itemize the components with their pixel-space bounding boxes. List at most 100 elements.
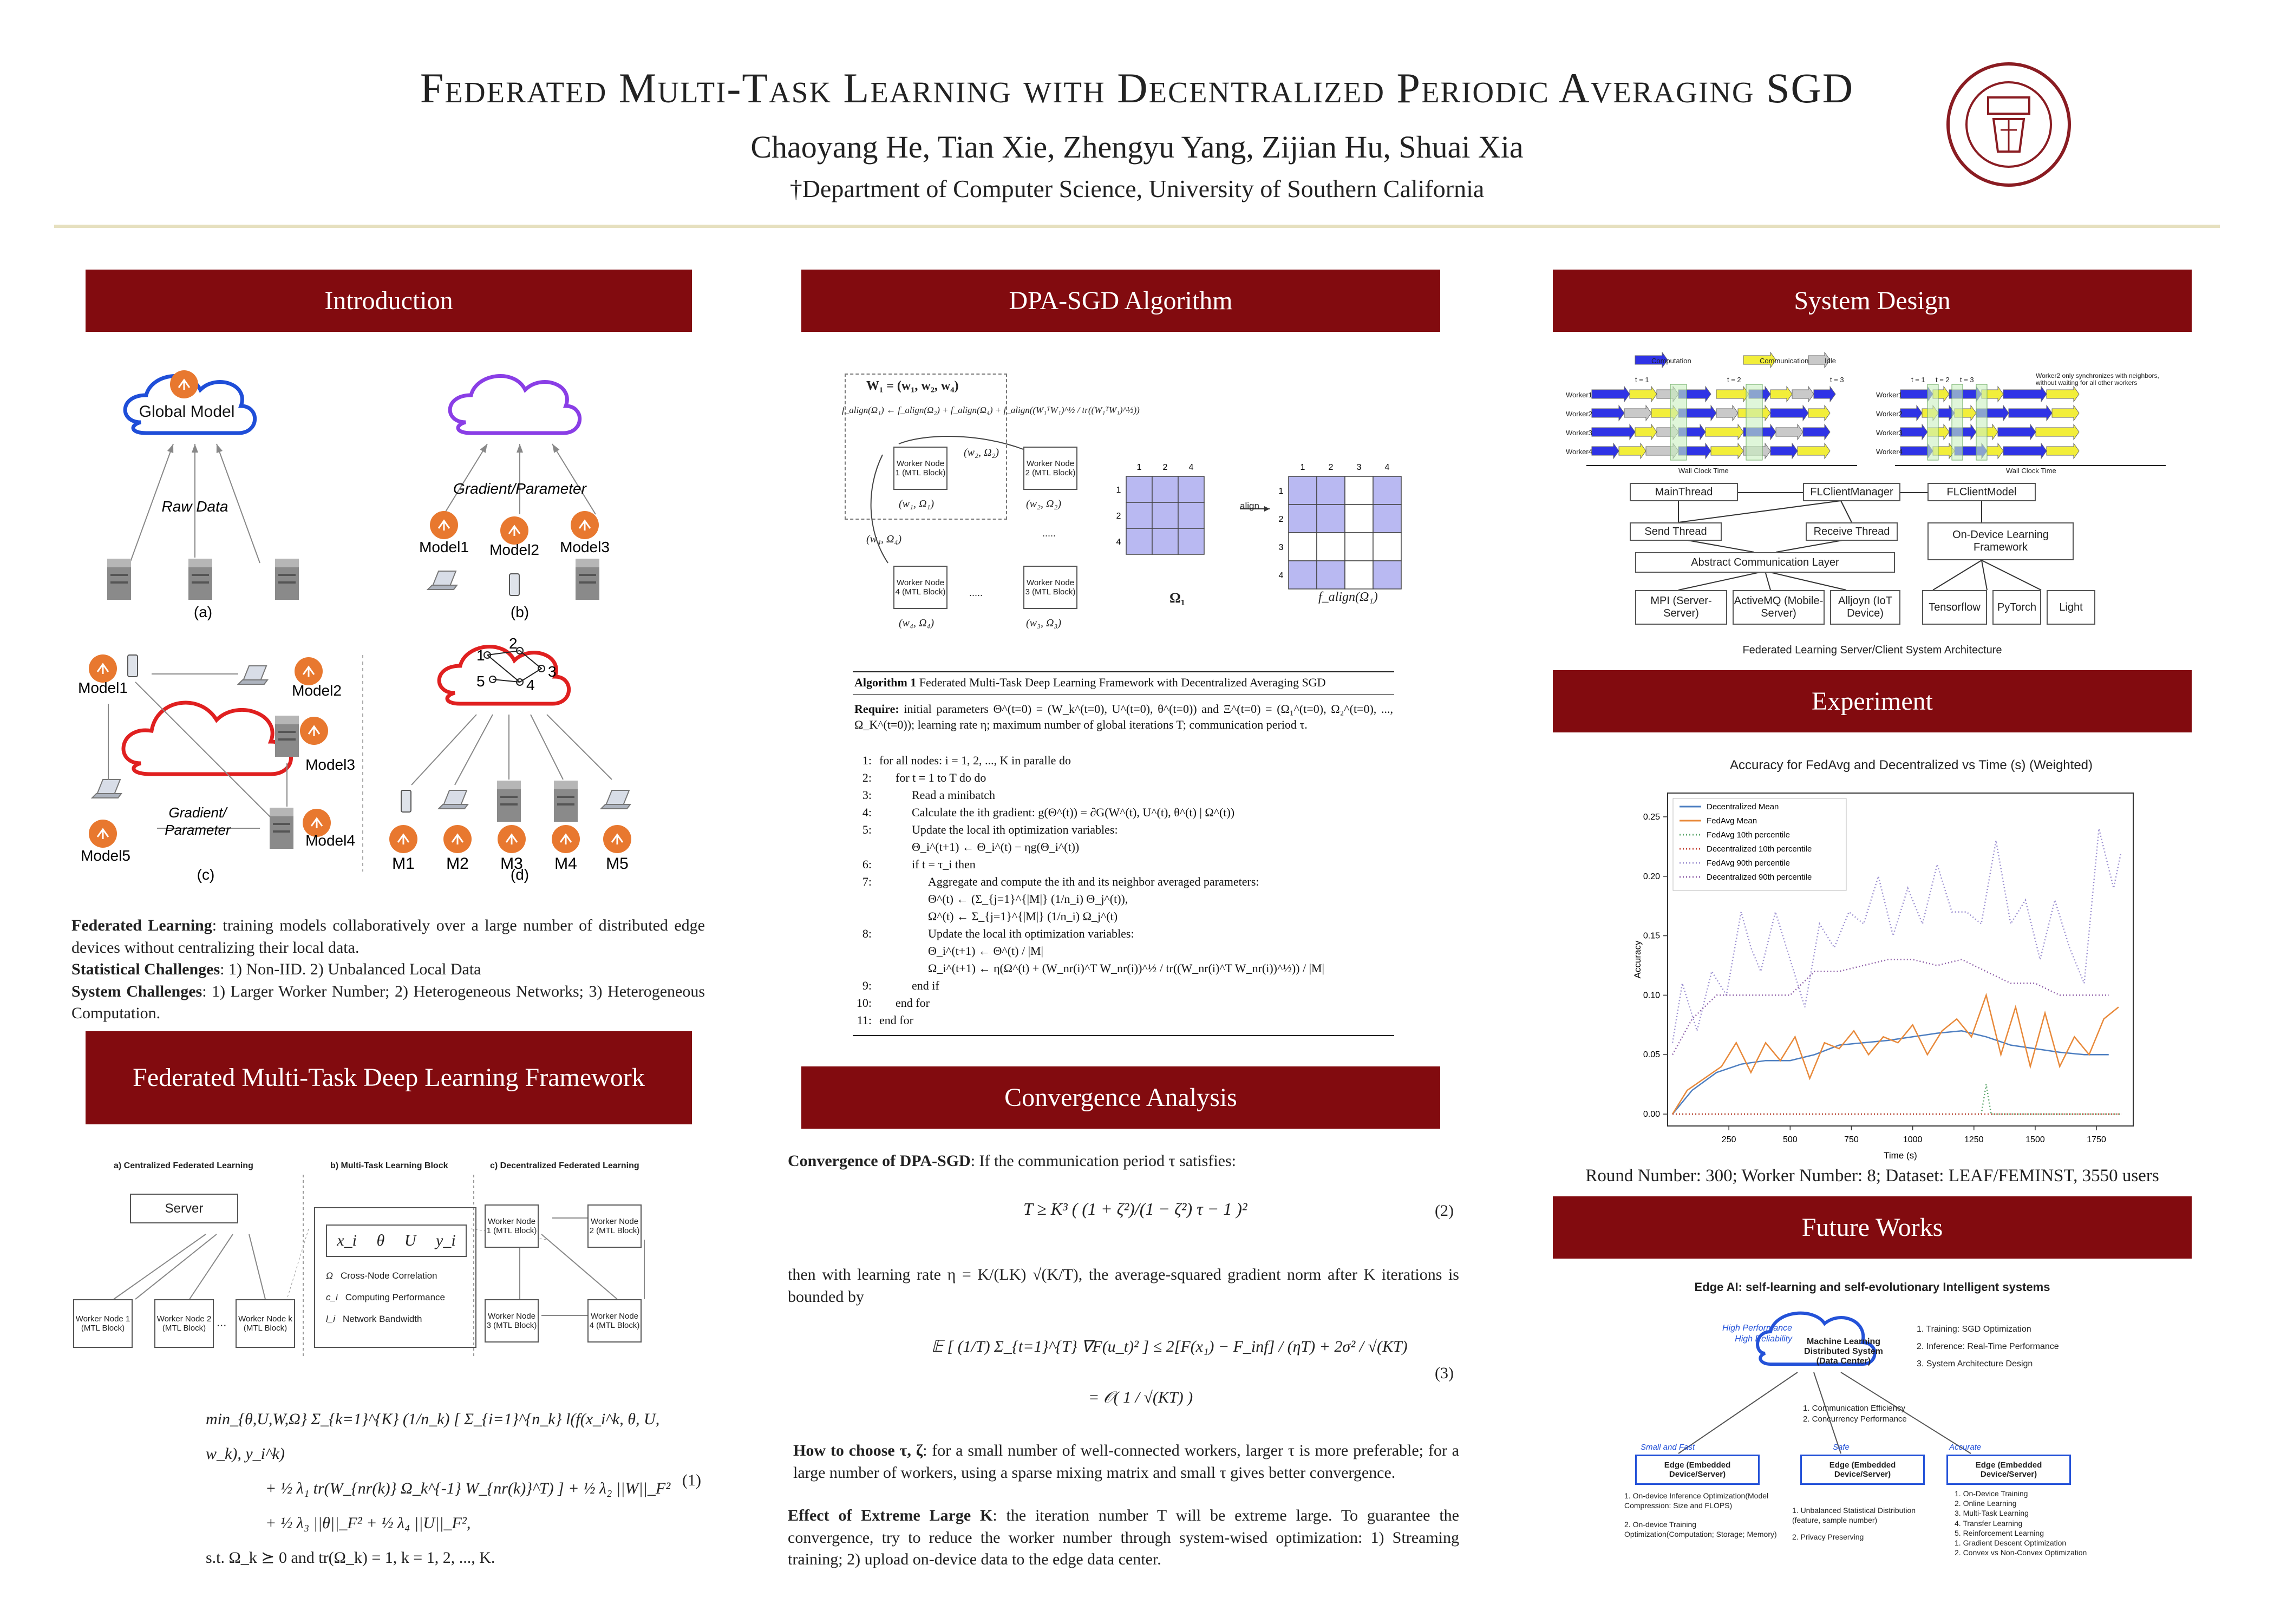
timeline-segment bbox=[1716, 385, 1749, 403]
alg-line: 6: if t = τ_i then bbox=[854, 857, 976, 872]
panel-b-label: b) Multi-Task Learning Block bbox=[330, 1161, 448, 1170]
arch-main-thread: MainThread bbox=[1630, 483, 1738, 501]
timeline-segment bbox=[1813, 385, 1836, 403]
arch-send-thread: Send Thread bbox=[1630, 522, 1722, 541]
conv-eq2: T ≥ K³ ( (1 + ζ²)/(1 − ζ²) τ − 1 )² bbox=[1023, 1199, 1247, 1219]
edge1-item-1: 2. Privacy Preserving bbox=[1792, 1533, 1864, 1541]
timeline-worker1-right: Worker1 bbox=[1876, 391, 1903, 399]
arch-fl-client-model: FLClientModel bbox=[1927, 483, 2036, 501]
aligned-cell bbox=[1288, 504, 1317, 533]
device-m3-label: M3 bbox=[500, 855, 523, 873]
alg-line: 2: for t = 1 to T do do bbox=[854, 771, 986, 785]
intro-figure: Global Model Raw Data (a) Gradient/Param… bbox=[78, 369, 632, 883]
edge2-item-5: 1. Gradient Descent Optimization bbox=[1955, 1538, 2067, 1547]
legend-label: Decentralized 90th percentile bbox=[1707, 873, 1812, 882]
legend-box bbox=[1672, 798, 1847, 891]
dpa-neighborhood bbox=[845, 374, 1007, 520]
alg-line-text: end for bbox=[879, 1013, 913, 1027]
legend-arrow-idle bbox=[1808, 352, 1831, 369]
x-tick-label: 1750 bbox=[2087, 1135, 2106, 1144]
device-m1-label: M1 bbox=[392, 855, 415, 873]
model3-label-b: Model3 bbox=[560, 539, 610, 555]
sync-band bbox=[1670, 384, 1687, 461]
timeline-segment bbox=[1802, 423, 1831, 441]
edge-box-1: Edge (Embedded Device/Server) bbox=[1800, 1455, 1925, 1485]
raw-data-label: Raw Data bbox=[162, 498, 228, 515]
center-item-0: 1. Training: SGD Optimization bbox=[1917, 1325, 2031, 1334]
alg-header: Algorithm 1 Federated Multi-Task Deep Le… bbox=[854, 676, 1396, 690]
timeline-worker4-right: Worker4 bbox=[1876, 448, 1903, 456]
alg-line-number: 8: bbox=[862, 927, 872, 940]
node-3-label: 3 bbox=[548, 663, 557, 680]
aligned-col-label: 4 bbox=[1385, 463, 1390, 472]
section-banner-dpa-sgd: DPA-SGD Algorithm bbox=[801, 270, 1440, 332]
legend-communication: Communication bbox=[1760, 357, 1809, 365]
y-tick-label: 0.25 bbox=[1643, 813, 1660, 822]
dpa-edge-label-2: (w₂, Ω₂) bbox=[964, 447, 999, 459]
alg-line: Ω_i^(t+1) ← η(Ω^(t) + (W_nr(i)^T W_nr(i)… bbox=[854, 961, 1324, 975]
timeline-segment bbox=[1770, 442, 1798, 460]
var-y: y_i bbox=[436, 1232, 456, 1249]
omega-caption: Ω₁ bbox=[1169, 590, 1185, 606]
edge2-item-2: 3. Multi-Task Learning bbox=[1955, 1509, 2029, 1518]
x-tick-label: 250 bbox=[1722, 1135, 1736, 1144]
align-arrow-label: align bbox=[1240, 501, 1259, 511]
caption-b: (b) bbox=[511, 604, 529, 620]
objective-equation: min_{θ,U,W,Ω} Σ_{k=1}^{K} (1/n_k) [ Σ_{i… bbox=[206, 1402, 693, 1575]
matrix-col-label: 2 bbox=[1163, 463, 1168, 472]
dpa-node-1-params: (w₁, Ω₁) bbox=[899, 498, 935, 510]
timeline-note: Worker2 only synchronizes with neighbors… bbox=[2036, 372, 2159, 387]
worker-a-ellipsis: ... bbox=[217, 1315, 227, 1329]
y-axis-label: Accuracy bbox=[1632, 940, 1643, 978]
edge1-item-0: 1. Unbalanced Statistical Distribution (… bbox=[1792, 1506, 1916, 1524]
tag-high-reliability: High Reliability bbox=[1735, 1334, 1792, 1344]
timeline-segment bbox=[1716, 404, 1739, 422]
objective-line-2: + ½ λ₁ tr(W_{nr(k)} Ω_k^{-1} W_{nr(k)}^T… bbox=[265, 1479, 671, 1497]
var-theta: θ bbox=[376, 1232, 385, 1249]
series-line bbox=[1671, 959, 2109, 1055]
alg-line-number: 9: bbox=[862, 979, 872, 992]
caption-c: (c) bbox=[197, 866, 215, 883]
var-x: x_i bbox=[337, 1232, 357, 1249]
mid-item-0: 1. Communication Efficiency bbox=[1803, 1404, 1905, 1413]
alg-line: Θ^(t) ← (Σ_{j=1}^{|M|} (1/n_i) Θ_j^(t)), bbox=[854, 892, 1128, 906]
timeline-worker2-left: Worker2 bbox=[1566, 410, 1592, 418]
aligned-cell bbox=[1344, 560, 1374, 590]
timeline-segment bbox=[1591, 442, 1619, 460]
series-line bbox=[1671, 993, 2119, 1115]
timeline-segment bbox=[1770, 385, 1793, 403]
x-tick-label: 750 bbox=[1844, 1135, 1859, 1144]
conv-eq2-number: (2) bbox=[1435, 1202, 1454, 1220]
alg-line: 7: Aggregate and compute the ith and its … bbox=[854, 875, 1259, 889]
tag-high-performance: High Performance bbox=[1722, 1324, 1792, 1333]
legend-computation: Computation bbox=[1651, 357, 1691, 365]
conv-p4: Effect of Extreme Large K: the iteration… bbox=[788, 1505, 1459, 1571]
global-model-label: Global Model bbox=[139, 403, 235, 421]
alg-line: 9: end if bbox=[854, 979, 939, 993]
matrix-cell bbox=[1126, 502, 1153, 529]
y-tick-label: 0.05 bbox=[1643, 1050, 1660, 1059]
legend-label: FedAvg Mean bbox=[1707, 816, 1757, 826]
x-tick-label: 500 bbox=[1783, 1135, 1798, 1144]
future-mid-list: 1. Communication Efficiency 2. Concurren… bbox=[1803, 1403, 1907, 1424]
conv-p2: then with learning rate η = K/(LK) √(K/T… bbox=[788, 1266, 1459, 1306]
alg-line-text: Θ_i^(t+1) ← Θ^(t) / |M| bbox=[928, 944, 1043, 958]
aligned-cell bbox=[1373, 560, 1402, 590]
alg-line: Ω^(t) ← Σ_{j=1}^{|M|} (1/n_i) Ω_j^(t) bbox=[854, 909, 1118, 924]
time-right-1: t = 1 bbox=[1911, 376, 1925, 384]
alg-line-number: 6: bbox=[862, 857, 872, 871]
aligned-col-label: 1 bbox=[1301, 463, 1305, 472]
aligned-col-label: 2 bbox=[1329, 463, 1334, 472]
alg-line-text: Update the local ith optimization variab… bbox=[928, 927, 1134, 940]
intro-fl-label: Federated Learning bbox=[71, 916, 212, 934]
omega-matrices: 1 2 4 1 2 4 1 2 3 4 1 2 3 4 bbox=[1116, 463, 1402, 590]
university-seal-icon bbox=[1946, 62, 2071, 187]
aligned-cell bbox=[1344, 476, 1374, 505]
model5-label-c: Model5 bbox=[81, 847, 130, 864]
matrix-cell bbox=[1152, 476, 1179, 503]
matrix-cell bbox=[1152, 502, 1179, 529]
timeline-segment bbox=[1591, 404, 1625, 422]
matrix-row-label: 2 bbox=[1116, 512, 1121, 521]
center-item-2: 3. System Architecture Design bbox=[1917, 1359, 2033, 1368]
legend-arrow-communication bbox=[1743, 352, 1776, 369]
